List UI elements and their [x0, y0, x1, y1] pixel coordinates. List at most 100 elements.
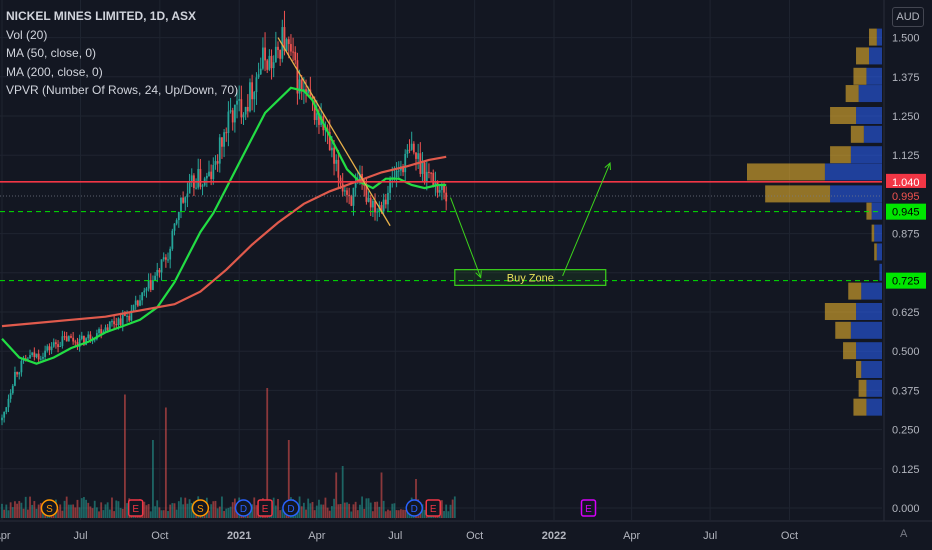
candle-body — [171, 230, 174, 249]
auto-scale-button[interactable]: A — [900, 528, 908, 540]
price-tick-label: 0.125 — [892, 464, 920, 476]
event-marker-E[interactable]: E — [127, 499, 144, 517]
candle-body — [83, 335, 85, 345]
event-box — [127, 499, 144, 517]
time-tick-label: Oct — [466, 530, 483, 542]
candle-body — [246, 106, 249, 112]
candle-body — [221, 137, 223, 147]
volume-bar — [175, 509, 178, 518]
candle-body — [428, 171, 430, 173]
event-marker-S[interactable]: S — [40, 499, 59, 517]
candle-body — [240, 99, 243, 118]
candle-body — [162, 257, 165, 260]
candle-body — [70, 336, 72, 338]
volume-bar — [80, 498, 83, 518]
volume-bar — [143, 501, 146, 518]
vpvr-down-bar — [830, 146, 851, 164]
volume-bar — [93, 500, 96, 518]
volume-bar — [266, 388, 269, 518]
candle-body — [65, 336, 68, 342]
vpvr-up-bar — [866, 67, 882, 85]
event-marker-E[interactable]: E — [425, 499, 441, 517]
vpvr-up-bar — [861, 282, 882, 300]
candle-body — [233, 104, 236, 123]
candle-body — [408, 149, 411, 151]
price-tag-0725: 0.725 — [886, 272, 926, 289]
volume-bar — [389, 510, 392, 518]
candle-body — [7, 398, 10, 408]
price-tag-label: 0.725 — [892, 276, 920, 288]
volume-bar — [300, 506, 303, 518]
candle-body — [52, 342, 55, 347]
candle-body — [57, 344, 59, 347]
candle-body — [199, 168, 202, 187]
volume-bar — [33, 501, 36, 518]
event-marker-D[interactable]: D — [405, 499, 424, 517]
candle-body — [328, 131, 331, 151]
time-tick-label: Jul — [388, 530, 402, 542]
time-tick-label: Apr — [0, 530, 11, 542]
volume-bar — [279, 510, 282, 518]
candle-body — [369, 197, 372, 208]
candle-body — [296, 60, 299, 94]
volume-bar — [3, 509, 6, 518]
volume-bar — [89, 506, 92, 518]
event-marker-D[interactable]: D — [282, 499, 300, 517]
candle-body — [242, 114, 245, 118]
symbol-title[interactable]: NICKEL MINES LIMITED, 1D, ASX — [6, 9, 197, 23]
volume-bar — [272, 497, 275, 518]
candle-body — [115, 324, 118, 326]
volume-bar — [387, 509, 389, 518]
volume-bar — [287, 440, 290, 518]
volume-bar — [184, 497, 187, 518]
candle-body — [214, 161, 217, 165]
indicator-ma200[interactable]: MA (200, close, 0) — [6, 64, 103, 79]
price-tick-label: 0.875 — [892, 229, 920, 241]
candle-body — [367, 197, 370, 202]
volume-bar — [397, 510, 400, 518]
time-tick-label: Jul — [73, 530, 87, 542]
vpvr-down-bar — [824, 303, 857, 320]
volume-bar — [180, 497, 182, 518]
candle-body — [100, 329, 103, 335]
event-marker-E[interactable]: E — [257, 499, 273, 517]
volume-bar — [324, 497, 327, 518]
price-tag-label: 0.945 — [892, 207, 920, 219]
candle-body — [154, 275, 156, 281]
event-marker-E[interactable]: E — [580, 499, 597, 517]
chart-legend: NICKEL MINES LIMITED, 1D, ASX Vol (20) M… — [6, 7, 238, 100]
price-tag-bg — [886, 173, 926, 190]
volume-bar — [156, 500, 159, 518]
candle-body — [395, 170, 398, 178]
candle-body — [16, 371, 18, 375]
buy-zone-label: Buy Zone — [507, 273, 554, 285]
volume-bar — [164, 407, 167, 518]
price-tag-0945: 0.945 — [886, 203, 926, 220]
volume-bar — [158, 507, 161, 518]
vpvr-down-bar — [853, 398, 867, 416]
time-tick-label: Apr — [623, 530, 640, 542]
indicator-volume[interactable]: Vol (20) — [6, 27, 48, 42]
volume-bar — [309, 503, 312, 518]
candle-body — [119, 318, 122, 325]
vpvr-up-bar — [850, 146, 882, 164]
volume-bar — [339, 503, 342, 518]
candle-body — [26, 358, 29, 360]
candle-body — [44, 350, 47, 357]
vpvr-down-bar — [848, 282, 862, 300]
volume-bar — [115, 500, 118, 518]
currency-button[interactable]: AUD — [892, 7, 924, 27]
volume-bar — [111, 497, 113, 518]
volume-bar — [443, 511, 445, 518]
candle-body — [1, 417, 3, 421]
candle-body — [61, 336, 64, 346]
event-marker-S[interactable]: S — [191, 499, 210, 517]
event-marker-D[interactable]: D — [234, 499, 253, 517]
indicator-ma50[interactable]: MA (50, close, 0) — [6, 46, 97, 60]
vpvr-up-bar — [869, 47, 882, 65]
volume-bar — [363, 508, 366, 518]
indicator-vpvr[interactable]: VPVR (Number Of Rows, 24, Up/Down, 70) — [6, 83, 239, 97]
event-box — [580, 499, 597, 517]
volume-bar — [378, 506, 381, 518]
